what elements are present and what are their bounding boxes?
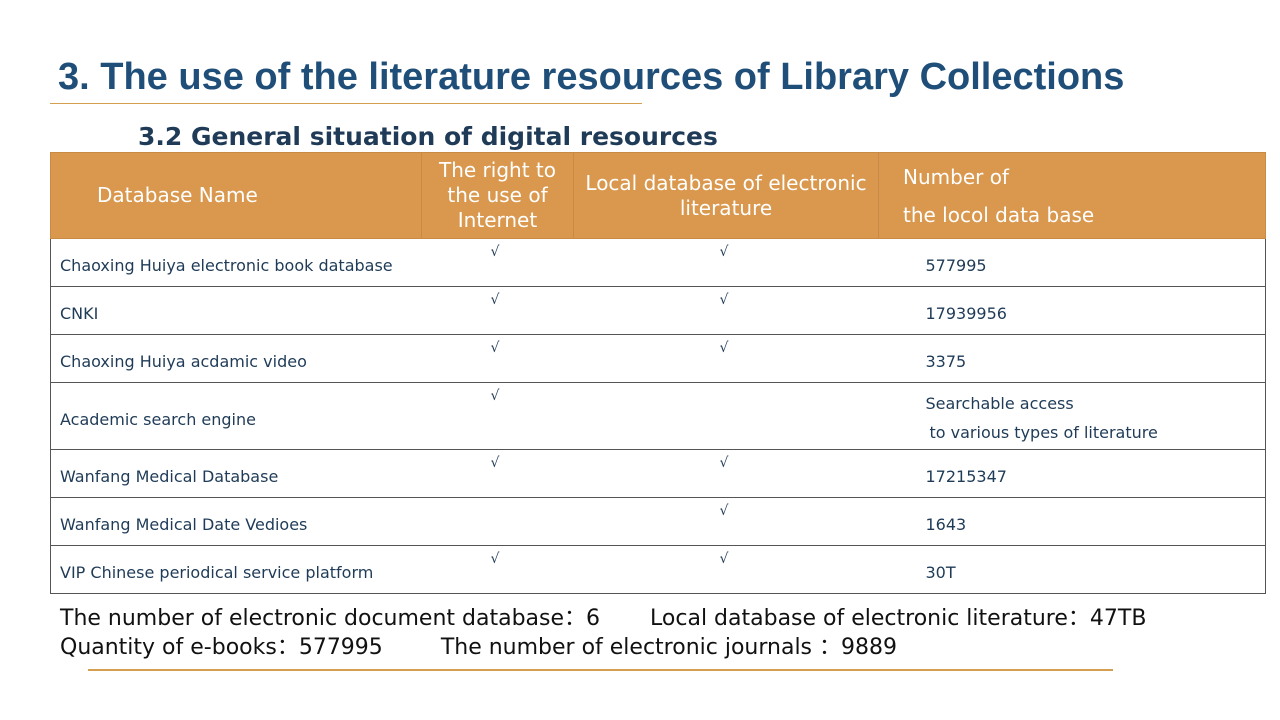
- summary-stats: The number of electronic document databa…: [60, 604, 1146, 662]
- row-number-line1: 3375: [925, 352, 967, 371]
- row-number: 3375: [878, 334, 1266, 383]
- check-mark-internet: √: [421, 382, 574, 450]
- stat-ebooks: Quantity of e-books：577995: [60, 635, 383, 660]
- row-database-name: Chaoxing Huiya electronic book database: [50, 238, 422, 287]
- check-mark-local: √: [573, 286, 879, 335]
- table-row: Wanfang Medical Date Vedioes √ 1643: [50, 497, 1266, 546]
- table-row: Wanfang Medical Database √ √ 17215347: [50, 449, 1266, 498]
- header-local-database: Local database of electronic literature: [573, 152, 879, 239]
- row-number-line1: 30T: [925, 563, 956, 582]
- stat-local-size: Local database of electronic literature：…: [650, 606, 1147, 631]
- stats-line-1: The number of electronic document databa…: [60, 604, 1146, 633]
- table-row: Academic search engine √ Searchable acce…: [50, 382, 1266, 450]
- check-mark-local: [573, 382, 879, 450]
- table-row: Chaoxing Huiya electronic book database …: [50, 238, 1266, 287]
- digital-resources-table: Database Name The right to the use of In…: [50, 152, 1266, 594]
- check-mark-local: √: [573, 238, 879, 287]
- check-mark-internet: √: [421, 238, 574, 287]
- check-mark-local: √: [573, 497, 879, 546]
- section-subtitle: 3.2 General situation of digital resourc…: [138, 122, 718, 151]
- check-mark-internet: √: [421, 334, 574, 383]
- row-number-line1: Searchable access: [925, 394, 1074, 413]
- row-number-line2: to various types of literature: [929, 423, 1158, 442]
- table-row: VIP Chinese periodical service platform …: [50, 545, 1266, 594]
- row-database-name: Wanfang Medical Database: [50, 449, 422, 498]
- stats-line-2: Quantity of e-books：577995 The number of …: [60, 633, 1146, 662]
- check-mark-internet: [421, 497, 574, 546]
- row-number: 17939956: [878, 286, 1266, 335]
- row-number: 30T: [878, 545, 1266, 594]
- row-database-name: VIP Chinese periodical service platform: [50, 545, 422, 594]
- header-database-name: Database Name: [50, 152, 422, 239]
- table-header-row: Database Name The right to the use of In…: [50, 152, 1266, 239]
- row-number: 577995: [878, 238, 1266, 287]
- table-row: CNKI √ √ 17939956: [50, 286, 1266, 335]
- row-number: 1643: [878, 497, 1266, 546]
- header-number-line1: Number of: [903, 164, 1009, 189]
- row-number: 17215347: [878, 449, 1266, 498]
- check-mark-local: √: [573, 334, 879, 383]
- row-number-line1: 17215347: [925, 467, 1007, 486]
- header-number: Number of the locol data base: [878, 152, 1266, 239]
- row-database-name: Academic search engine: [50, 382, 422, 450]
- stat-database-count: The number of electronic document databa…: [60, 606, 601, 631]
- stat-journals: The number of electronic journals ：9889: [440, 635, 898, 660]
- title-underline: [50, 103, 642, 104]
- header-internet-right: The right to the use of Internet: [421, 152, 574, 239]
- header-number-line2: the locol data base: [903, 202, 1095, 227]
- row-database-name: Chaoxing Huiya acdamic video: [50, 334, 422, 383]
- row-number-line1: 577995: [925, 256, 987, 275]
- row-number-line1: 17939956: [925, 304, 1007, 323]
- row-database-name: Wanfang Medical Date Vedioes: [50, 497, 422, 546]
- slide-title: 3. The use of the literature resources o…: [58, 56, 1125, 98]
- row-database-name: CNKI: [50, 286, 422, 335]
- stats-underline: [88, 669, 1113, 671]
- check-mark-internet: √: [421, 286, 574, 335]
- check-mark-internet: √: [421, 545, 574, 594]
- check-mark-local: √: [573, 545, 879, 594]
- check-mark-internet: √: [421, 449, 574, 498]
- row-number-line1: 1643: [925, 515, 967, 534]
- row-number: Searchable access to various types of li…: [878, 382, 1266, 450]
- check-mark-local: √: [573, 449, 879, 498]
- table-row: Chaoxing Huiya acdamic video √ √ 3375: [50, 334, 1266, 383]
